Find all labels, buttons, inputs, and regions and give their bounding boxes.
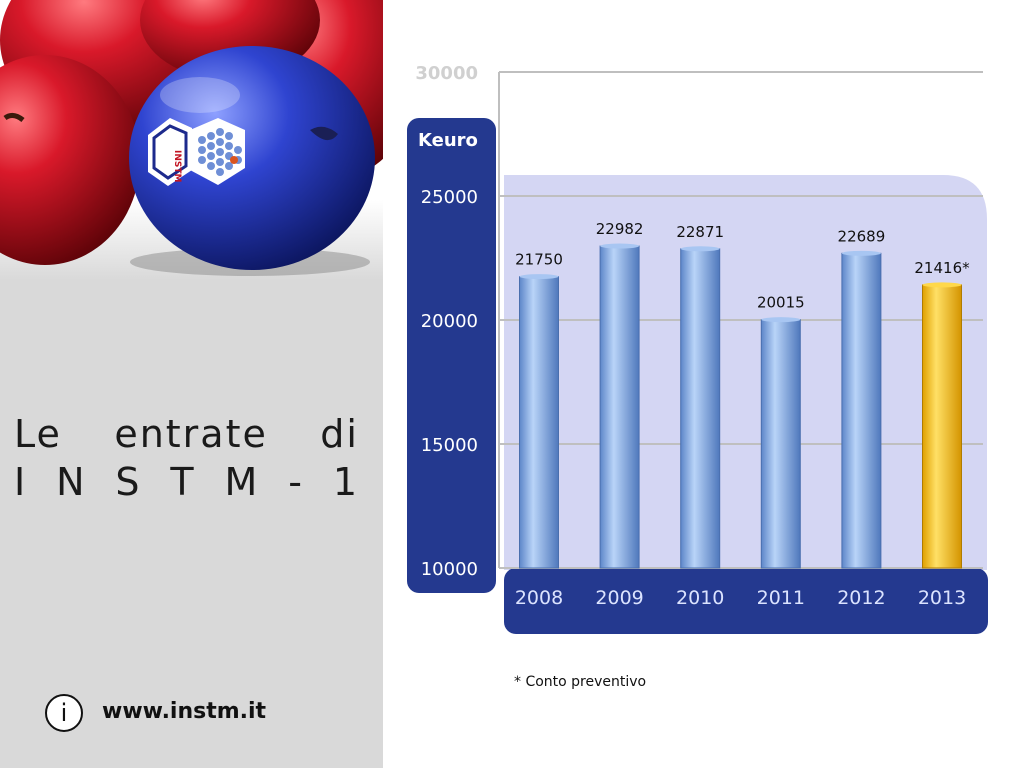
left-panel: INSTM Le entrate di I N S T M - 1 i www.…: [0, 0, 383, 768]
title-line-1: Le entrate di: [14, 412, 359, 456]
bar-2013: [922, 284, 962, 569]
bar-2009: [599, 245, 640, 569]
data-label: 20015: [757, 294, 805, 312]
info-icon: i: [45, 694, 83, 732]
chart-svg: 10000 15000 20000 25000 30000 Keuro 21750 2008 2…: [407, 63, 988, 634]
footnote: * Conto preventivo: [514, 674, 647, 690]
x-tick-label: 2012: [837, 587, 885, 609]
x-tick-label: 2008: [515, 587, 563, 609]
blue-apple: [129, 46, 375, 270]
instm-logo: INSTM: [148, 118, 245, 186]
slide-title: Le entrate di I N S T M - 1: [14, 410, 359, 506]
x-tick-label: 2009: [595, 587, 643, 609]
bar-top-2010: [680, 246, 720, 252]
bar-2012: [841, 252, 882, 569]
data-label: 22982: [596, 220, 644, 238]
x-tick-label: 2010: [676, 587, 724, 609]
x-axis-panel: [504, 568, 988, 634]
y-tick-label: 25000: [421, 187, 478, 208]
x-tick-label: 2011: [757, 587, 805, 609]
unit-label: Keuro: [418, 130, 478, 151]
apples-image: INSTM: [0, 0, 383, 280]
apples-photo: INSTM: [0, 0, 383, 280]
data-label: 21750: [515, 251, 563, 269]
plot-background: [504, 175, 987, 570]
logo-text: INSTM: [172, 150, 182, 183]
y-tick-label: 30000: [415, 63, 478, 84]
y-tick-label: 15000: [421, 435, 478, 456]
title-line-2: I N S T M - 1: [14, 460, 359, 504]
red-apple-front: [0, 55, 140, 265]
website-url[interactable]: www.instm.it: [102, 699, 267, 724]
bar-top-2013: [922, 282, 962, 288]
bar-2011: [760, 319, 801, 569]
data-label: 22871: [676, 223, 724, 241]
revenue-chart: 10000 15000 20000 25000 30000 Keuro 21750 2008 2…: [383, 0, 1024, 768]
bar-2008: [519, 276, 559, 569]
y-axis-panel: [407, 118, 496, 593]
y-tick-label: 20000: [421, 311, 478, 332]
data-label: 22689: [838, 227, 886, 245]
x-tick-label: 2013: [918, 587, 966, 609]
y-tick-label: 10000: [421, 559, 478, 580]
data-label: 21416*: [914, 259, 970, 277]
bar-2010: [680, 248, 721, 569]
bar-top-2011: [761, 317, 801, 323]
bar-top-2008: [519, 274, 559, 280]
bar-top-2012: [841, 250, 881, 256]
bar-top-2009: [600, 243, 640, 249]
